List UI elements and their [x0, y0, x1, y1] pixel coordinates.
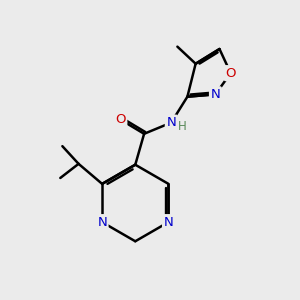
Text: N: N	[166, 116, 176, 129]
Text: O: O	[225, 67, 236, 80]
Text: N: N	[164, 216, 173, 229]
Text: N: N	[211, 88, 220, 101]
Text: O: O	[115, 113, 126, 126]
Text: N: N	[97, 216, 107, 229]
Text: H: H	[178, 120, 187, 133]
